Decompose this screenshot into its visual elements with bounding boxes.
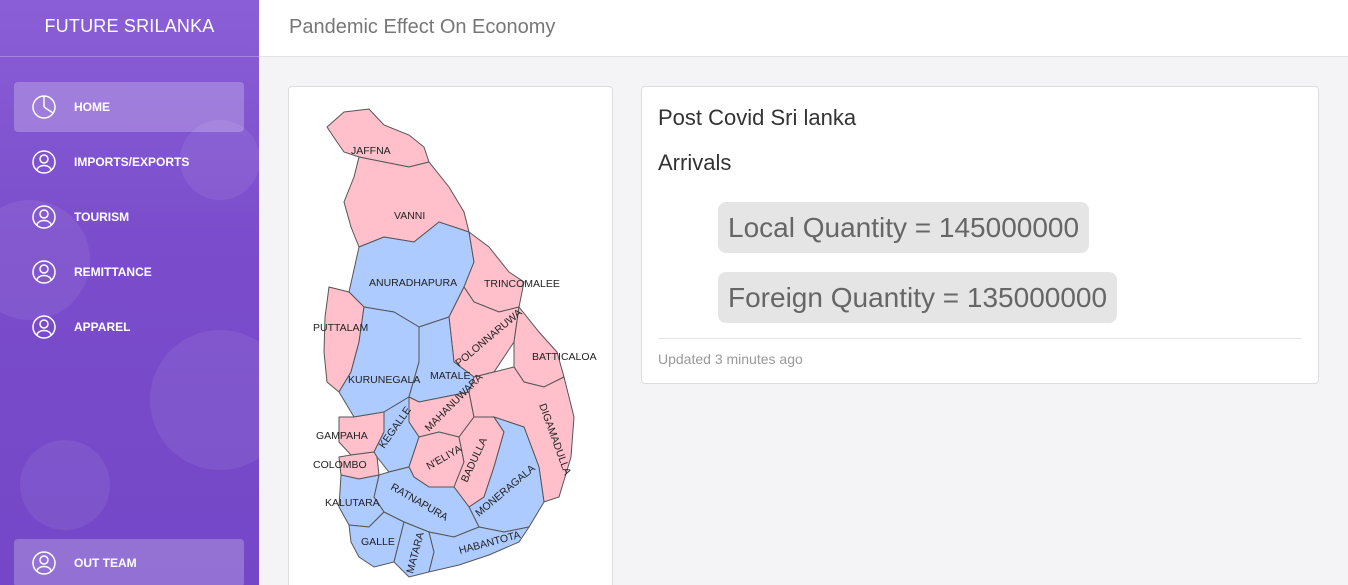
district-batticaloa[interactable]: [513, 305, 565, 388]
district-hambantota[interactable]: [428, 526, 531, 573]
card-title: Post Covid Sri lanka: [658, 105, 857, 130]
page-title: Pandemic Effect On Economy: [289, 16, 556, 38]
label-jaffna: JAFFNA: [351, 145, 391, 157]
label-kurunegala: KURUNEGALA: [348, 374, 420, 386]
sidebar-item-apparel[interactable]: APPAREL: [14, 302, 244, 352]
label-kalutara: KALUTARA: [325, 497, 380, 509]
pie-chart-icon: [31, 94, 57, 120]
label-anuradhapura: ANURADHAPURA: [369, 277, 457, 289]
label-galle: GALLE: [361, 536, 395, 548]
card-subtitle: Arrivals: [658, 150, 732, 175]
label-matale: MATALE: [430, 370, 470, 382]
sidebar-bottom-nav: OUT TEAM: [14, 539, 244, 585]
sidebar-item-label: IMPORTS/EXPORTS: [74, 155, 190, 169]
sidebar: FUTURE SRILANKA HOME IMPORTS/EXPORTS TOU…: [0, 0, 259, 585]
sidebar-item-label: APPAREL: [74, 320, 131, 334]
sidebar-item-imports-exports[interactable]: IMPORTS/EXPORTS: [14, 137, 244, 187]
sidebar-item-tourism[interactable]: TOURISM: [14, 192, 244, 242]
label-puttalam: PUTTALAM: [313, 322, 368, 334]
virus-decoration: [180, 120, 259, 200]
sri-lanka-map: JAFFNA VANNI ANURADHAPURA TRINCOMALEE PU…: [313, 108, 597, 578]
label-batticaloa: BATTICALOA: [532, 351, 597, 363]
user-icon: [31, 149, 57, 175]
brand-title[interactable]: FUTURE SRILANKA: [0, 0, 259, 57]
foreign-quantity-badge: Foreign Quantity = 135000000: [718, 272, 1118, 323]
top-header: Pandemic Effect On Economy: [259, 0, 1348, 57]
district-regions: [323, 108, 575, 578]
label-gampaha: GAMPAHA: [316, 430, 368, 442]
district-jaffna[interactable]: [326, 108, 430, 168]
card-divider: [658, 338, 1302, 339]
user-icon: [31, 259, 57, 285]
local-quantity-badge: Local Quantity = 145000000: [718, 202, 1090, 253]
virus-decoration: [150, 330, 259, 470]
updated-timestamp: Updated 3 minutes ago: [658, 351, 803, 367]
user-icon: [31, 314, 57, 340]
sidebar-item-out-team[interactable]: OUT TEAM: [14, 539, 244, 585]
user-icon: [31, 204, 57, 230]
label-trincomalee: TRINCOMALEE: [484, 278, 560, 290]
sidebar-item-remittance[interactable]: REMITTANCE: [14, 247, 244, 297]
sidebar-item-label: HOME: [74, 100, 110, 114]
sidebar-nav: HOME IMPORTS/EXPORTS TOURISM REMITTANCE …: [14, 82, 244, 357]
map-card: JAFFNA VANNI ANURADHAPURA TRINCOMALEE PU…: [288, 86, 613, 585]
sidebar-item-label: TOURISM: [74, 210, 130, 224]
label-vanni: VANNI: [394, 210, 425, 222]
sidebar-item-home[interactable]: HOME: [14, 82, 244, 132]
sidebar-item-label: OUT TEAM: [74, 556, 137, 570]
sidebar-item-label: REMITTANCE: [74, 265, 152, 279]
arrivals-card: Post Covid Sri lanka Arrivals Local Quan…: [641, 86, 1319, 384]
user-icon: [31, 550, 57, 576]
label-colombo: COLOMBO: [313, 459, 367, 471]
virus-decoration: [20, 440, 110, 530]
